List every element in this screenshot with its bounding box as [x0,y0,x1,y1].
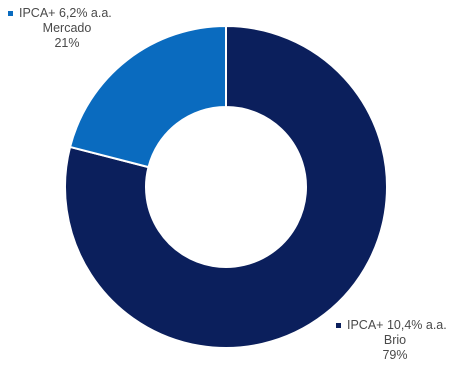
slice-value-mercado: 21% [54,36,80,50]
slice-name-brio: IPCA+ 10,4% a.a. [347,318,447,332]
donut-slice-brio [64,24,388,349]
slice-value-brio: 79% [382,348,408,362]
legend-swatch-brio [336,323,341,328]
slice-label-brio: IPCA+ 10,4% a.a. Brio 79% [336,318,454,363]
donut-slice-mercado [68,24,227,169]
slice-name-mercado: IPCA+ 6,2% a.a. [19,6,112,20]
legend-swatch-mercado [8,11,13,16]
slice-category-mercado: Mercado [42,21,92,35]
slice-label-mercado: IPCA+ 6,2% a.a. Mercado 21% [8,6,126,51]
slice-category-brio: Brio [383,333,407,347]
